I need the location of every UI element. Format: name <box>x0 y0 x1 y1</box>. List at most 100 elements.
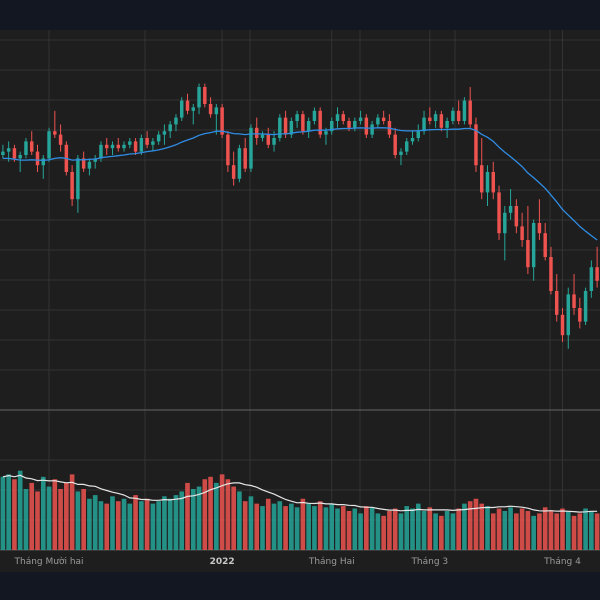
volume-bar <box>525 510 531 550</box>
volume-bar <box>289 503 294 550</box>
candle-body <box>526 240 530 268</box>
candle-body <box>335 114 340 121</box>
price-ma-line <box>2 127 598 241</box>
candle-body <box>353 121 357 128</box>
candle-body <box>180 100 184 118</box>
volume-bar <box>352 508 358 550</box>
volume-bar <box>277 501 283 550</box>
volume-bar <box>52 479 58 550</box>
volume-bar <box>519 508 525 550</box>
candle-body <box>445 121 449 128</box>
candle-body <box>364 117 369 135</box>
volume-bar <box>127 503 133 550</box>
volume-bar <box>167 498 173 550</box>
candle-body <box>110 144 115 149</box>
volume-bar <box>265 498 271 550</box>
volume-bar <box>456 508 461 550</box>
volume-bar <box>467 501 473 550</box>
candle-body <box>70 172 74 200</box>
candle-body <box>266 134 270 145</box>
volume-bar <box>173 495 179 550</box>
candle-body <box>81 158 86 169</box>
volume-bar <box>87 498 92 550</box>
candle-body <box>393 134 397 155</box>
candle-body <box>358 117 363 121</box>
candle-body <box>76 158 80 200</box>
candle-body <box>295 114 299 121</box>
volume-bar <box>421 510 427 550</box>
candle-body <box>243 148 247 169</box>
candle-body <box>249 127 253 169</box>
volume-bar <box>577 513 583 550</box>
candle-body <box>341 114 345 121</box>
candle-body <box>543 233 547 257</box>
volume-bar <box>404 506 410 550</box>
x-tick-label: 2022 <box>210 557 235 567</box>
candle-body <box>480 165 484 193</box>
price-pane <box>1 83 599 349</box>
candle-body <box>531 223 536 268</box>
candle-body <box>312 110 317 121</box>
volume-bar <box>312 506 317 550</box>
candle-body <box>555 291 559 315</box>
x-tick-label: Tháng 4 <box>543 557 581 567</box>
candle-body <box>35 151 40 166</box>
candle-body <box>376 117 380 125</box>
volume-bar <box>439 515 444 550</box>
candle-body <box>578 308 582 322</box>
volume-bar <box>121 498 127 550</box>
volume-bar <box>115 501 121 550</box>
volume-bar <box>387 510 392 550</box>
volume-bar <box>317 501 323 550</box>
volume-bar <box>392 508 398 550</box>
volume-bar <box>208 476 213 550</box>
volume-bar <box>381 515 386 550</box>
candle-body <box>6 148 11 152</box>
candle-body <box>583 291 588 322</box>
candle-body <box>508 206 513 213</box>
volume-bar <box>190 489 196 550</box>
volume-bar <box>485 506 490 550</box>
volume-bar <box>369 507 375 550</box>
volume-bar <box>64 482 69 550</box>
volume-bar <box>35 491 40 550</box>
candle-body <box>191 107 195 111</box>
volume-bar <box>306 503 311 550</box>
x-tick-label: Tháng Hai <box>308 557 355 567</box>
candle-body <box>93 158 97 162</box>
price-moving-average <box>2 127 598 241</box>
volume-bar <box>98 501 104 550</box>
volume-bar <box>156 501 161 550</box>
candle-body <box>410 138 415 142</box>
volume-bar <box>271 503 277 550</box>
volume-bar <box>565 510 571 550</box>
candle-body <box>128 141 132 145</box>
candle-body <box>185 100 190 111</box>
candle-body <box>47 131 51 159</box>
candle-body <box>87 161 92 169</box>
candle-body <box>330 121 334 132</box>
volume-bar <box>340 506 346 550</box>
volume-bar <box>58 489 63 550</box>
volume-bar <box>398 513 404 550</box>
volume-bar <box>548 510 554 550</box>
candle-body <box>1 151 5 155</box>
volume-bar <box>444 510 450 550</box>
volume-bar <box>104 503 110 550</box>
candle-body <box>497 192 501 234</box>
candle-body <box>18 155 22 159</box>
volume-bar <box>589 510 594 550</box>
candle-body <box>503 212 507 234</box>
volume-bar <box>179 491 185 550</box>
candle-body <box>468 100 472 125</box>
candle-body <box>12 148 17 159</box>
chart-area[interactable]: Tháng Mười hai 2022 Tháng Hai Tháng 3 Tháng … <box>0 30 600 572</box>
volume-bar <box>473 498 479 550</box>
candle-body <box>301 114 305 132</box>
volume-bar <box>479 503 485 550</box>
volume-bar <box>346 510 352 550</box>
candle-body <box>566 294 570 336</box>
volume-bar <box>75 491 81 550</box>
stock-chart-svg[interactable]: Tháng Mười hai 2022 Tháng Hai Tháng 3 Tháng … <box>0 30 600 572</box>
top-bar <box>0 0 600 30</box>
